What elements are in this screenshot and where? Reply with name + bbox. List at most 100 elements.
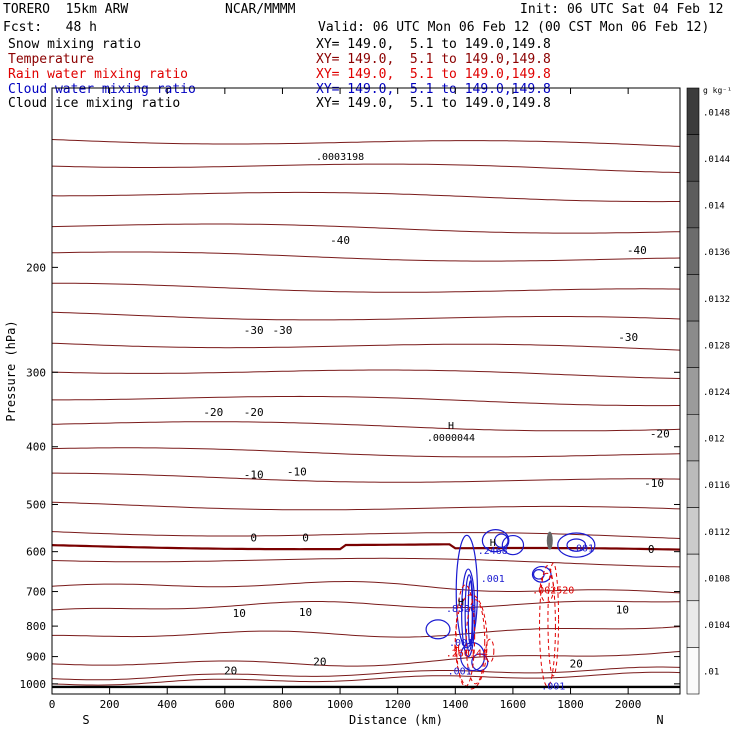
rain-water-contour	[465, 599, 486, 685]
isotherm-label: -20	[244, 406, 264, 419]
isotherm-line	[51, 311, 681, 321]
colorbar-tick-label: .0136	[703, 248, 730, 258]
colorbar-bin	[686, 460, 700, 508]
isotherm-line	[52, 282, 681, 293]
colorbar-tick-label: .0108	[703, 574, 730, 584]
isotherm-line	[51, 447, 681, 458]
colorbar-bin	[686, 134, 700, 182]
contour-annotation: H	[448, 421, 454, 432]
colorbar-tick-label: .01	[703, 668, 719, 678]
y-tick-label: 200	[26, 261, 46, 274]
x-tick-label: 0	[49, 698, 56, 711]
contour-annotation: .8326	[446, 604, 476, 615]
cloud-water-contour	[461, 568, 476, 658]
isotherm-line	[52, 626, 681, 638]
isotherm-label: 0	[648, 543, 655, 556]
legend-xy-rain: XY= 149.0, 5.1 to 149.0,149.8	[316, 67, 551, 82]
isotherm-line	[51, 251, 681, 262]
organization: NCAR/MMMM	[225, 2, 296, 17]
colorbar-bin	[686, 600, 700, 648]
isotherm-label: -10	[244, 468, 264, 481]
y-tick-label: 700	[26, 586, 46, 599]
colorbar-bin	[686, 274, 700, 322]
isotherm-label: -30	[273, 324, 293, 337]
legend-field-rain: Rain water mixing ratio	[8, 67, 189, 82]
freezing-level-line	[51, 543, 681, 551]
contour-annotation: .001	[449, 638, 473, 649]
colorbar-bin	[686, 87, 700, 135]
colorbar-bin	[686, 414, 700, 462]
colorbar-bin	[686, 507, 700, 555]
colorbar-tick-label: .0128	[703, 341, 730, 351]
isotherm-line	[51, 163, 681, 174]
legend-xy-cloud-water: XY= 149.0, 5.1 to 149.0,149.8	[316, 82, 551, 97]
colorbar-unit: g kg⁻¹	[703, 86, 732, 95]
isotherm-label: 10	[233, 607, 246, 620]
y-tick-label: 600	[26, 546, 46, 559]
colorbar-tick-label: .0116	[703, 481, 730, 491]
isotherm-label: 10	[616, 603, 629, 616]
colorbar-tick-label: .014	[703, 202, 725, 212]
contour-annotation: H	[454, 644, 460, 655]
isotherm-label: -10	[644, 477, 664, 490]
x-tick-label: 600	[215, 698, 235, 711]
x-tick-label: 2000	[615, 698, 642, 711]
y-tick-label: 300	[26, 366, 46, 379]
rain-water-contour	[539, 565, 556, 687]
contour-annotation: .260144	[446, 649, 488, 660]
isotherm-line	[51, 600, 681, 611]
colorbar-tick-label: .0148	[703, 108, 730, 118]
x-tick-label: 800	[273, 698, 293, 711]
cloud-water-contour	[481, 529, 510, 553]
isotherm-line	[51, 557, 681, 568]
colorbar-tick-label: .0144	[703, 155, 730, 165]
rain-water-contour	[539, 572, 555, 603]
colorbar-bin	[686, 180, 700, 229]
isotherm-line	[51, 651, 681, 667]
isotherm-line	[51, 191, 680, 203]
cloud-water-contour	[494, 533, 509, 548]
y-tick-label: 1000	[20, 678, 47, 691]
cloud-water-contour	[532, 569, 545, 580]
colorbar-bin	[686, 553, 700, 602]
isotherm-label: -20	[650, 427, 670, 440]
snow-shading	[546, 531, 553, 550]
isotherm-line	[51, 581, 681, 594]
legend-field-snow: Snow mixing ratio	[8, 37, 142, 52]
legend-xy-temperature: XY= 149.0, 5.1 to 149.0,149.8	[316, 52, 551, 67]
contour-annotation: .002520	[532, 586, 574, 597]
y-tick-label: 800	[26, 620, 46, 633]
cloud-water-contour	[425, 619, 451, 640]
contour-annotation: .2468	[478, 546, 508, 557]
colorbar-bin	[686, 367, 700, 415]
legend-field-cloud-water: Cloud water mixing ratio	[8, 82, 196, 97]
contour-annotation: .001	[448, 667, 472, 678]
isotherm-line	[51, 139, 681, 147]
isotherm-label: 20	[224, 665, 237, 678]
isotherm-line	[51, 342, 681, 351]
isotherm-label: -30	[618, 331, 638, 344]
isotherm-line	[52, 395, 680, 407]
colorbar-tick-label: .0112	[703, 528, 730, 538]
contour-annotation: .001	[570, 543, 594, 554]
isotherm-line	[51, 666, 681, 681]
contour-annotation: H	[458, 598, 464, 609]
contour-annotation: .001	[481, 574, 505, 585]
contour-annotation: H	[490, 538, 496, 549]
isotherm-line	[51, 223, 681, 234]
legend-field-cloud-ice: Cloud ice mixing ratio	[8, 96, 181, 111]
isotherm-label: 0	[302, 531, 309, 544]
rain-water-contour	[454, 594, 488, 690]
isotherm-label: -40	[627, 244, 647, 257]
isotherm-label: -20	[203, 406, 223, 419]
forecast-hour: Fcst: 48 h	[3, 20, 97, 35]
colorbar-bin	[686, 227, 700, 275]
cloud-water-contour	[531, 565, 552, 583]
isotherm-label: -40	[330, 234, 350, 247]
contour-annotation: .0000044	[427, 433, 475, 444]
legend-xy-snow: XY= 149.0, 5.1 to 149.0,149.8	[316, 37, 551, 52]
colorbar-tick-label: .0124	[703, 388, 730, 398]
isotherm-label: 0	[250, 531, 257, 544]
x-axis-title: Distance (km)	[349, 713, 443, 727]
